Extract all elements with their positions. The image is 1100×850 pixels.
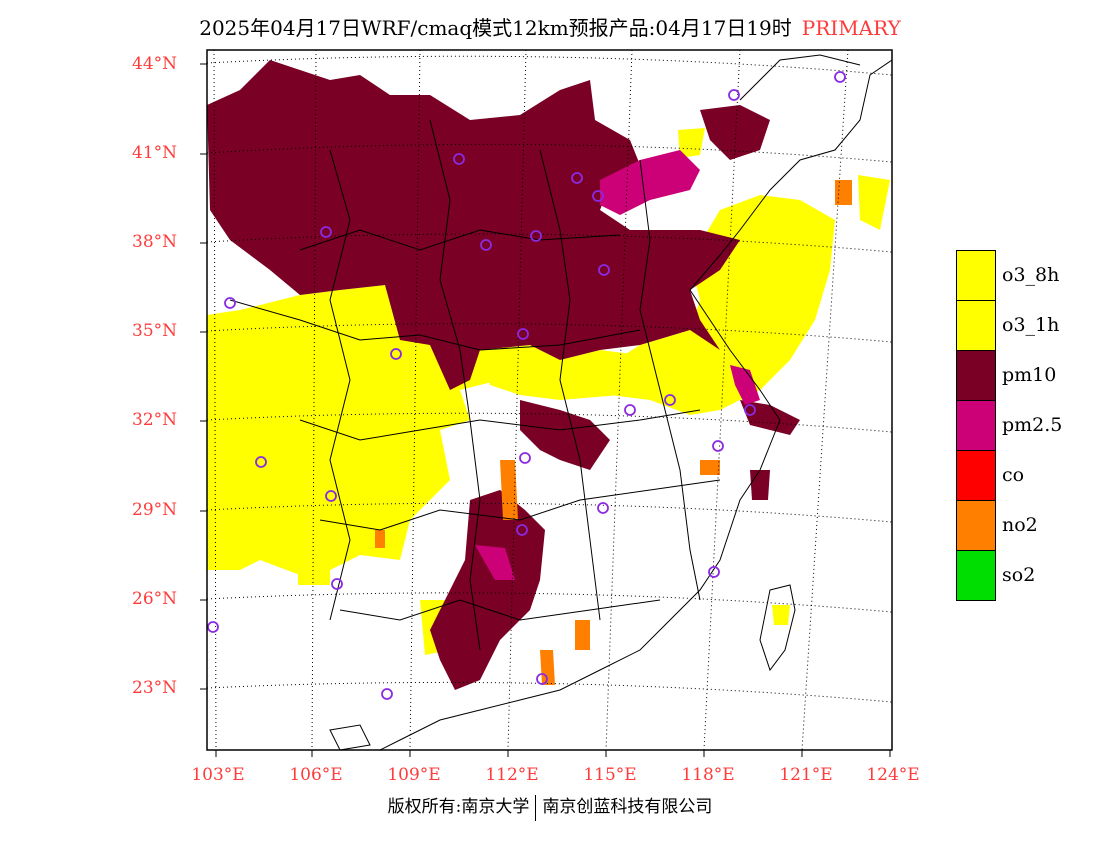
province-border-3 <box>299 409 701 441</box>
map-title: 2025年04月17日WRF/cmaq模式12km预报产品:04月17日19时 P… <box>0 12 1100 41</box>
legend-swatch <box>956 350 996 401</box>
o3-region-east <box>600 195 835 415</box>
lon-label-121: 121°E <box>779 765 833 785</box>
province-border-4 <box>319 479 721 531</box>
coastline <box>379 59 892 750</box>
pm10-region-south-central <box>430 490 545 690</box>
hainan-outline <box>329 724 371 750</box>
province-border-1 <box>229 299 641 351</box>
lat-label-41: 41°N <box>132 143 178 163</box>
footer-company: 南京创蓝科技有限公司 <box>542 797 713 817</box>
province-border-2 <box>299 229 621 251</box>
lon-label-124: 124°E <box>866 765 920 785</box>
lat-label-26: 26°N <box>132 589 178 609</box>
province-border-6 <box>429 119 481 651</box>
legend-item-pm10: pm10 <box>956 350 1086 401</box>
no2-spot-guizhou <box>375 530 385 548</box>
legend-item-o3-1h: o3_1h <box>956 300 1086 351</box>
lon-label-109: 109°E <box>387 765 441 785</box>
pollutant-field <box>207 50 892 750</box>
lat-label-29: 29°N <box>132 500 178 520</box>
pm10-region-northeast <box>700 105 770 160</box>
lat-label-35: 35°N <box>132 321 178 341</box>
legend-item-o3-8h: o3_8h <box>956 250 1086 301</box>
no2-spot-liaoning <box>835 180 852 205</box>
no2-spot-zhejiang <box>700 460 720 475</box>
province-border-9 <box>329 149 351 621</box>
o3-region-taiwan <box>772 605 790 625</box>
legend-label: pm2.5 <box>1002 414 1063 436</box>
legend-item-co: co <box>956 450 1086 501</box>
lat-label-32: 32°N <box>132 410 178 430</box>
province-border-8 <box>639 159 701 601</box>
northeast-border <box>739 54 861 101</box>
lon-label-118: 118°E <box>681 765 735 785</box>
lat-label-23: 23°N <box>132 678 178 698</box>
lon-label-103: 103°E <box>191 765 245 785</box>
legend-item-so2: so2 <box>956 550 1086 601</box>
taiwan-outline <box>759 584 796 672</box>
pm10-region-central-patches <box>520 400 610 470</box>
o3-region-korea <box>858 175 890 230</box>
copyright-footer: 版权所有:南京大学 南京创蓝科技有限公司 <box>0 792 1100 821</box>
pm10-region-fujian <box>750 470 770 500</box>
pm25-region-jiangsu <box>730 365 760 405</box>
legend-item-pm2-5: pm2.5 <box>956 400 1086 451</box>
borders <box>229 54 892 750</box>
o3-region-central <box>480 345 640 400</box>
no2-spot-guangzhou <box>575 620 590 650</box>
pm10-region-north <box>207 60 740 390</box>
legend: o3_8h o3_1h pm10 pm2.5 co no2 so2 <box>956 250 1086 601</box>
legend-swatch <box>956 250 996 301</box>
legend-label: pm10 <box>1002 364 1057 386</box>
legend-label: no2 <box>1002 514 1038 536</box>
lon-label-112: 112°E <box>485 765 539 785</box>
province-border-7 <box>539 149 601 621</box>
graticule <box>207 50 892 750</box>
footer-copyright: 版权所有:南京大学 <box>387 797 530 817</box>
primary-tag: PRIMARY <box>801 16 901 40</box>
lat-label-44: 44°N <box>132 54 178 74</box>
legend-swatch <box>956 500 996 551</box>
legend-swatch <box>956 400 996 451</box>
lon-label-106: 106°E <box>289 765 343 785</box>
no2-spot-guangdong <box>540 650 555 685</box>
lon-label-115: 115°E <box>583 765 637 785</box>
title-text: 2025年04月17日WRF/cmaq模式12km预报产品:04月17日19时 <box>199 16 792 40</box>
pm25-region-hunan <box>475 545 515 580</box>
o3-region-bohai <box>678 128 705 158</box>
legend-label: o3_8h <box>1002 264 1060 286</box>
legend-swatch <box>956 550 996 601</box>
legend-swatch <box>956 450 996 501</box>
legend-swatch <box>956 300 996 351</box>
axis-ticks <box>200 63 891 757</box>
lat-label-38: 38°N <box>132 232 178 252</box>
station-markers <box>207 71 846 700</box>
province-border-5 <box>339 599 661 621</box>
legend-label: o3_1h <box>1002 314 1060 336</box>
legend-label: so2 <box>1002 564 1036 586</box>
no2-spot-hunan <box>500 460 518 520</box>
legend-label: co <box>1002 464 1025 486</box>
legend-item-no2: no2 <box>956 500 1086 551</box>
pm25-region-beijing <box>600 150 700 215</box>
footer-separator <box>535 794 537 821</box>
map-frame <box>206 49 893 751</box>
o3-region-yunnan <box>298 560 330 585</box>
